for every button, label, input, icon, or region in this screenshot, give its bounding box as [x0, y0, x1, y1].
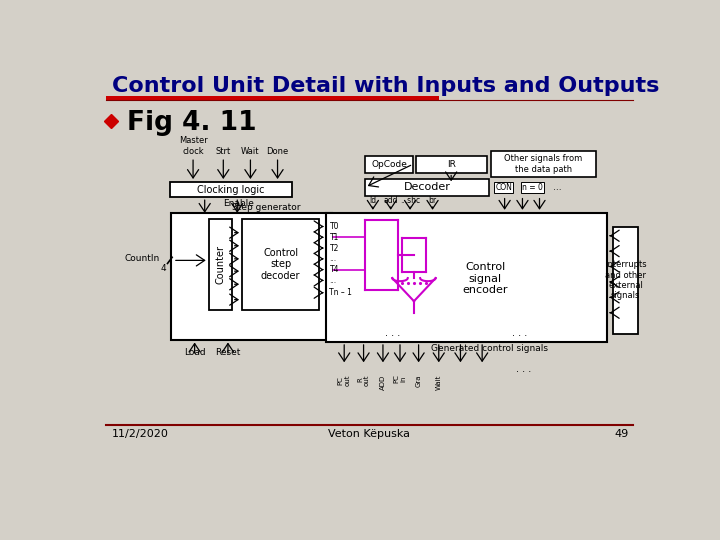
Text: T1: T1	[330, 233, 339, 242]
Text: Fig 4. 11: Fig 4. 11	[127, 110, 257, 136]
Text: T2: T2	[330, 244, 339, 253]
Bar	[365, 179, 489, 195]
Text: Generated control signals: Generated control signals	[431, 343, 548, 353]
Text: ld: ld	[369, 196, 377, 205]
Text: T4: T4	[330, 265, 339, 274]
Text: 49: 49	[614, 429, 629, 440]
Text: Strt: Strt	[216, 147, 231, 156]
Text: . . .: . . .	[513, 328, 528, 338]
Text: Control Unit Detail with Inputs and Outputs: Control Unit Detail with Inputs and Outp…	[112, 76, 659, 96]
Bar	[365, 156, 413, 173]
Text: Veton Këpuska: Veton Këpuska	[328, 429, 410, 440]
Text: ...: ...	[330, 276, 337, 285]
Text: Enable: Enable	[223, 199, 254, 208]
Text: ...: ...	[554, 183, 562, 192]
Bar	[613, 226, 638, 334]
Text: . . .: . . .	[384, 328, 400, 338]
Text: br: br	[428, 196, 436, 205]
Text: Wait: Wait	[436, 374, 442, 390]
Text: Decoder: Decoder	[404, 182, 451, 192]
Text: Control
signal
encoder: Control signal encoder	[462, 262, 508, 295]
Text: ...shc: ...shc	[400, 196, 420, 205]
Text: Other signals from
the data path: Other signals from the data path	[504, 154, 582, 174]
Text: ADD: ADD	[380, 374, 386, 389]
Text: CountIn: CountIn	[125, 254, 160, 264]
Text: Load: Load	[184, 348, 205, 357]
Text: T0: T0	[330, 222, 339, 231]
Text: n = 0: n = 0	[523, 183, 544, 192]
Text: Tn – 1: Tn – 1	[330, 288, 352, 297]
Text: Control
step
decoder: Control step decoder	[261, 248, 300, 281]
Text: Master
clock: Master clock	[179, 136, 207, 156]
Bar	[415, 156, 487, 173]
Text: Step generator: Step generator	[233, 202, 301, 212]
Bar	[326, 213, 607, 342]
Text: Clocking logic: Clocking logic	[197, 185, 264, 194]
Bar	[106, 96, 438, 100]
Bar	[171, 213, 332, 340]
Text: PC
in: PC in	[394, 374, 407, 383]
Text: . . .: . . .	[516, 364, 531, 374]
Text: Reset: Reset	[215, 348, 240, 357]
Bar	[170, 182, 292, 197]
Text: PC
out: PC out	[338, 374, 351, 386]
Text: Gra: Gra	[415, 374, 422, 387]
Text: OpCode: OpCode	[372, 160, 407, 168]
Text: 11/2/2020: 11/2/2020	[112, 429, 168, 440]
Text: IR: IR	[446, 160, 456, 168]
Text: Counter: Counter	[215, 245, 225, 284]
Text: R
out: R out	[357, 374, 370, 386]
Text: 4: 4	[161, 264, 166, 273]
Text: Done: Done	[266, 147, 289, 156]
Text: ...: ...	[330, 254, 337, 264]
Text: add: add	[384, 196, 398, 205]
Bar	[242, 219, 320, 309]
Bar	[209, 219, 232, 309]
Text: CON: CON	[495, 183, 512, 192]
Bar	[492, 151, 596, 177]
Text: Wait: Wait	[241, 147, 260, 156]
Text: Interrupts
and other
external
signals: Interrupts and other external signals	[605, 260, 647, 300]
